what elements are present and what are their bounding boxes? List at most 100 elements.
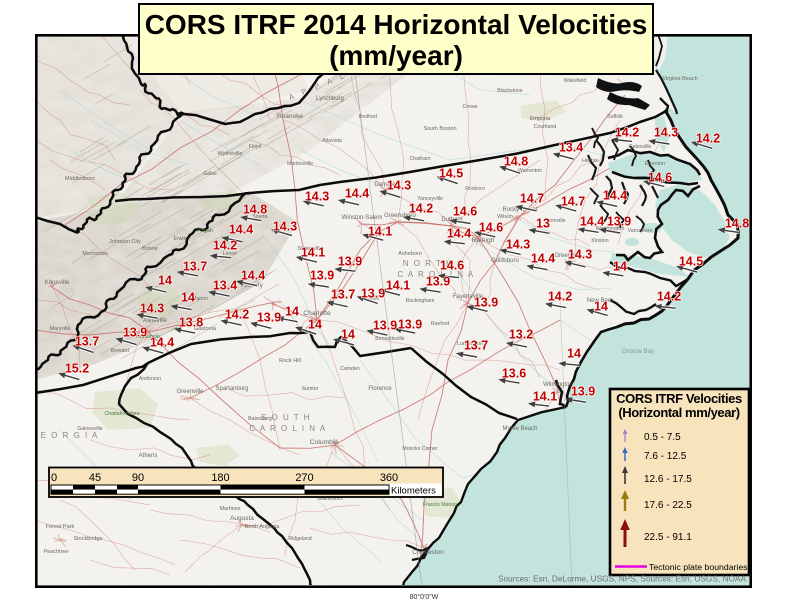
svg-text:Monroe: Monroe (361, 296, 380, 302)
svg-text:Wakefield: Wakefield (564, 78, 587, 84)
svg-text:Camden: Camden (340, 366, 360, 372)
svg-text:13.9: 13.9 (310, 269, 334, 283)
svg-text:Fayetteville: Fayetteville (453, 294, 484, 300)
svg-text:Greensboro: Greensboro (384, 213, 416, 219)
svg-text:Sources: Esri, DeLorme, USGS,: Sources: Esri, DeLorme, USGS, NPS, Sourc… (498, 574, 747, 584)
svg-text:(mm/year): (mm/year) (329, 40, 463, 71)
svg-text:13.9: 13.9 (398, 318, 422, 332)
svg-text:14.1: 14.1 (368, 225, 392, 239)
svg-text:13.9: 13.9 (338, 255, 362, 269)
svg-text:0.5 - 7.5: 0.5 - 7.5 (644, 432, 681, 443)
svg-text:Gainesville: Gainesville (77, 426, 102, 432)
svg-text:Warrenton: Warrenton (518, 168, 542, 174)
svg-text:14.6: 14.6 (479, 221, 503, 235)
svg-text:Virginia Beach: Virginia Beach (662, 76, 697, 82)
svg-text:N O R T H: N O R T H (403, 259, 454, 268)
svg-text:13.7: 13.7 (183, 260, 207, 274)
svg-text:Sparta: Sparta (252, 214, 267, 220)
svg-text:Suffolk: Suffolk (607, 114, 623, 120)
svg-text:C A R O L I N A: C A R O L I N A (249, 424, 326, 433)
svg-text:Rock Hill: Rock Hill (279, 358, 301, 364)
svg-text:13.8: 13.8 (179, 316, 203, 330)
svg-text:14.4: 14.4 (447, 227, 471, 241)
svg-text:Gastonia: Gastonia (194, 326, 217, 332)
svg-text:14.1: 14.1 (301, 246, 325, 260)
svg-text:S O U T H: S O U T H (261, 413, 311, 422)
svg-text:Rockingham: Rockingham (406, 298, 435, 304)
svg-text:Stockbridge: Stockbridge (73, 536, 102, 542)
svg-text:Danville: Danville (374, 182, 396, 188)
svg-text:14: 14 (285, 305, 299, 319)
svg-text:Raleigh: Raleigh (471, 237, 494, 244)
svg-text:Brevard: Brevard (111, 348, 129, 354)
svg-text:Raeford: Raeford (431, 321, 450, 327)
svg-text:Erwin: Erwin (174, 236, 187, 242)
svg-text:14.3: 14.3 (506, 238, 530, 252)
svg-text:South Boston: South Boston (423, 126, 456, 132)
svg-text:Bennettsville: Bennettsville (375, 336, 405, 342)
svg-text:14.2: 14.2 (409, 202, 433, 216)
svg-text:14.2: 14.2 (225, 308, 249, 322)
svg-text:14.7: 14.7 (520, 192, 544, 206)
svg-text:13.4: 13.4 (213, 279, 237, 293)
svg-text:CORS ITRF 2014 Horizontal Velo: CORS ITRF 2014 Horizontal Velocities (145, 9, 648, 40)
svg-text:14.2: 14.2 (615, 126, 639, 140)
svg-text:14.8: 14.8 (725, 217, 749, 231)
svg-text:14.4: 14.4 (150, 336, 174, 350)
svg-text:Charlotte: Charlotte (303, 310, 331, 317)
svg-text:45: 45 (89, 472, 101, 484)
svg-text:Greenville: Greenville (176, 389, 204, 395)
svg-text:13.7: 13.7 (75, 335, 99, 349)
svg-text:Walterboro: Walterboro (317, 496, 342, 502)
svg-text:Altavista: Altavista (322, 138, 342, 144)
svg-text:Chattahoochee: Chattahoochee (104, 411, 139, 417)
svg-text:80°0'0"W: 80°0'0"W (410, 593, 439, 601)
svg-text:13: 13 (536, 217, 550, 231)
svg-text:360: 360 (380, 472, 398, 484)
svg-text:Nantahala: Nantahala (136, 334, 160, 340)
svg-text:12.6 - 17.5: 12.6 - 17.5 (644, 474, 692, 485)
svg-text:Spartanburg: Spartanburg (215, 386, 248, 392)
svg-text:Roanoke: Roanoke (277, 113, 303, 120)
svg-text:CORS ITRF Velocities: CORS ITRF Velocities (616, 391, 742, 406)
svg-text:Gatesville: Gatesville (629, 144, 652, 150)
svg-text:Asheville: Asheville (143, 318, 168, 324)
svg-text:Columbia: Columbia (310, 439, 339, 446)
svg-text:14.4: 14.4 (241, 269, 265, 283)
svg-text:Martinez: Martinez (219, 506, 240, 512)
svg-text:Florence: Florence (368, 386, 392, 392)
svg-text:7.6 - 12.5: 7.6 - 12.5 (644, 451, 687, 462)
svg-text:14: 14 (341, 328, 355, 342)
svg-text:Marion: Marion (192, 296, 208, 302)
svg-text:Rocky Mount: Rocky Mount (502, 207, 537, 213)
svg-text:G E O R G I A: G E O R G I A (29, 431, 99, 440)
svg-text:Anderson: Anderson (139, 376, 161, 382)
svg-text:Crewe: Crewe (463, 104, 478, 110)
svg-text:13.9: 13.9 (123, 326, 147, 340)
svg-text:14.2: 14.2 (213, 239, 237, 253)
svg-text:Galax: Galax (203, 171, 217, 177)
svg-text:14: 14 (594, 300, 608, 314)
svg-text:Lenoir: Lenoir (223, 251, 238, 257)
svg-text:15.2: 15.2 (65, 362, 89, 376)
svg-text:14.1: 14.1 (386, 279, 410, 293)
svg-text:Pisgah: Pisgah (197, 228, 213, 234)
svg-text:Francis Marion: Francis Marion (423, 502, 457, 508)
svg-text:Wilmington: Wilmington (543, 382, 573, 388)
svg-text:Boone: Boone (142, 246, 158, 252)
svg-text:14.8: 14.8 (243, 203, 267, 217)
svg-text:Statesville: Statesville (297, 246, 322, 252)
svg-text:14.6: 14.6 (453, 205, 477, 219)
svg-text:Batesburg: Batesburg (248, 416, 272, 422)
svg-text:14.1: 14.1 (533, 390, 557, 404)
svg-text:Kinston: Kinston (591, 238, 608, 244)
svg-text:14.4: 14.4 (603, 189, 627, 203)
svg-text:Greenville: Greenville (554, 253, 582, 259)
svg-text:Ridgeland: Ridgeland (288, 536, 311, 542)
svg-text:Forest Park: Forest Park (46, 524, 75, 530)
svg-text:14.3: 14.3 (654, 126, 678, 140)
svg-text:13.2: 13.2 (509, 328, 533, 342)
svg-text:Bedford: Bedford (359, 114, 377, 120)
svg-text:13.9: 13.9 (426, 275, 450, 289)
svg-text:Wytheville: Wytheville (217, 151, 242, 157)
